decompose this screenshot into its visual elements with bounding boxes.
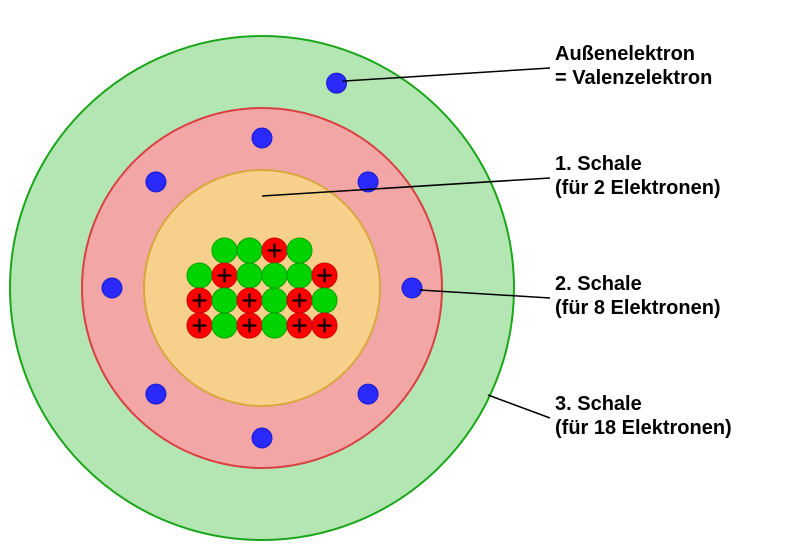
proton-0: [262, 238, 287, 263]
label-shell3-line1: 3. Schale: [555, 393, 642, 415]
label-valence-line2: = Valenzelektron: [555, 67, 712, 89]
neutron-1: [237, 238, 262, 263]
neutron-11: [262, 313, 287, 338]
electron-shell2-6: [102, 278, 122, 298]
label-valence: Außenelektron= Valenzelektron: [555, 43, 712, 89]
label-shell1-line2: (für 2 Elektronen): [555, 177, 721, 199]
proton-9: [312, 313, 337, 338]
label-shell3: 3. Schale(für 18 Elektronen): [555, 393, 732, 439]
label-shell2-line1: 2. Schale: [555, 273, 642, 295]
shell-1: [144, 170, 380, 406]
electron-shell2-3: [358, 384, 378, 404]
proton-6: [187, 313, 212, 338]
proton-1: [212, 263, 237, 288]
label-valence-line1: Außenelektron: [555, 43, 695, 65]
label-shell2-line2: (für 8 Elektronen): [555, 297, 721, 319]
neutron-6: [287, 263, 312, 288]
neutron-2: [287, 238, 312, 263]
label-shell3-line2: (für 18 Elektronen): [555, 417, 732, 439]
electron-shell2-4: [252, 428, 272, 448]
neutron-5: [262, 263, 287, 288]
proton-8: [287, 313, 312, 338]
proton-3: [187, 288, 212, 313]
electron-shell2-0: [252, 128, 272, 148]
bohr-model-diagram: Außenelektron= Valenzelektron1. Schale(f…: [0, 0, 800, 554]
electron-shell2-2: [402, 278, 422, 298]
neutron-9: [312, 288, 337, 313]
neutron-3: [187, 263, 212, 288]
neutron-8: [262, 288, 287, 313]
electron-shell2-5: [146, 384, 166, 404]
proton-5: [287, 288, 312, 313]
label-shell1-line1: 1. Schale: [555, 153, 642, 175]
neutron-10: [212, 313, 237, 338]
neutron-4: [237, 263, 262, 288]
proton-4: [237, 288, 262, 313]
proton-7: [237, 313, 262, 338]
neutron-7: [212, 288, 237, 313]
label-shell2: 2. Schale(für 8 Elektronen): [555, 273, 721, 319]
proton-2: [312, 263, 337, 288]
label-shell1: 1. Schale(für 2 Elektronen): [555, 153, 721, 199]
electron-shell2-7: [146, 172, 166, 192]
valence-electron: [327, 73, 347, 93]
neutron-0: [212, 238, 237, 263]
leader-shell3: [488, 395, 550, 418]
